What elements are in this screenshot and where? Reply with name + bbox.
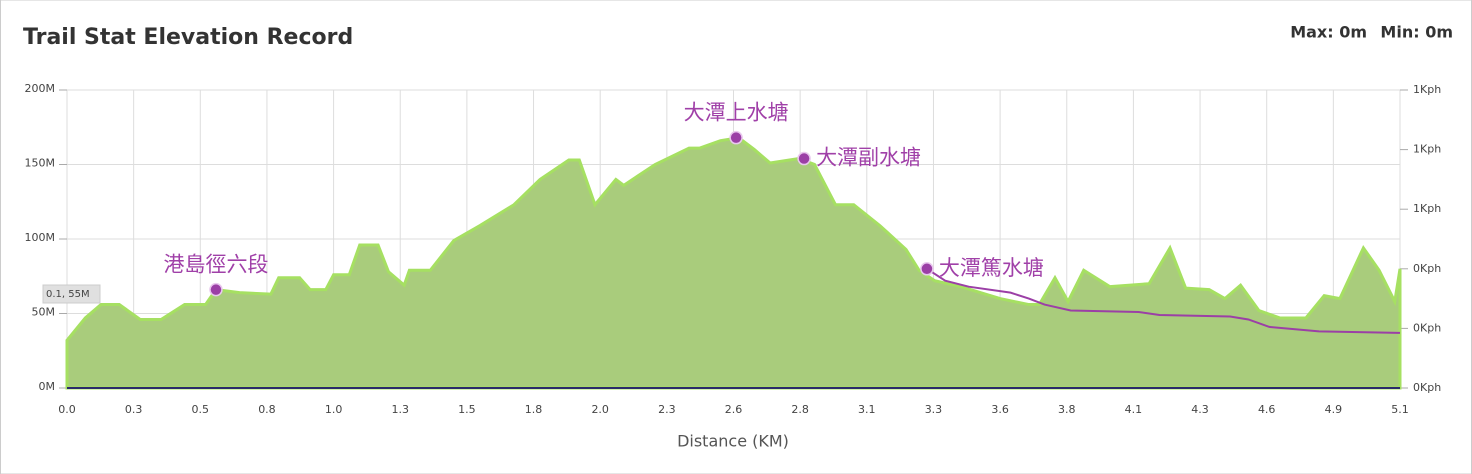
y2-tick-label: 1Kph <box>1413 202 1441 215</box>
y2-tick-label: 0Kph <box>1413 321 1441 334</box>
min-label: Min: 0m <box>1380 23 1453 42</box>
x-tick-label: 2.8 <box>791 403 809 416</box>
annotation-label: 大潭上水塘 <box>684 101 789 125</box>
x-tick-label: 4.9 <box>1325 403 1343 416</box>
y-tick-label: 200M <box>25 82 56 95</box>
y-tick-label: 0M <box>39 380 56 393</box>
y2-tick-label: 1Kph <box>1413 143 1441 156</box>
annotation-label: 港島徑六段 <box>163 253 268 277</box>
y-tick-label: 50M <box>32 306 56 319</box>
x-tick-label: 2.6 <box>725 403 743 416</box>
cursor-label: 0.1, 55M <box>46 289 90 300</box>
x-tick-label: 3.1 <box>858 403 876 416</box>
x-tick-label: 4.1 <box>1125 403 1143 416</box>
max-label: Max: 0m <box>1290 23 1367 42</box>
annotation-point <box>797 151 811 166</box>
x-tick-label: 0.8 <box>258 403 276 416</box>
y2-tick-label: 0Kph <box>1413 262 1441 275</box>
cursor-box <box>42 284 101 304</box>
y-tick-label: 100M <box>25 231 56 244</box>
x-tick-label: 3.6 <box>991 403 1009 416</box>
x-tick-label: 1.8 <box>525 403 543 416</box>
x-tick-label: 3.3 <box>925 403 943 416</box>
annotation-point <box>729 130 743 145</box>
y2-tick-label: 0Kph <box>1413 381 1441 394</box>
y2-tick-label: 1Kph <box>1413 83 1441 96</box>
x-tick-label: 3.8 <box>1058 403 1076 416</box>
x-tick-label: 4.3 <box>1191 403 1209 416</box>
x-tick-label: 2.3 <box>658 403 676 416</box>
x-tick-label: 0.5 <box>192 403 210 416</box>
annotation-label: 大潭副水塘 <box>816 146 921 170</box>
x-tick-label: 1.0 <box>325 403 343 416</box>
x-axis-title: Distance (KM) <box>677 432 789 451</box>
annotation-point <box>209 282 223 297</box>
x-tick-label: 5.1 <box>1391 403 1409 416</box>
x-tick-label: 2.0 <box>591 403 609 416</box>
annotation-point <box>920 262 934 276</box>
annotation-label: 大潭篤水塘 <box>939 256 1044 280</box>
x-tick-label: 1.3 <box>392 403 410 416</box>
speed-line <box>926 267 1401 334</box>
x-tick-label: 4.6 <box>1258 403 1276 416</box>
x-tick-label: 0.3 <box>125 403 143 416</box>
x-tick-label: 1.5 <box>458 403 476 416</box>
y-tick-label: 150M <box>25 157 56 170</box>
x-tick-label: 0.0 <box>58 403 76 416</box>
chart-title: Trail Stat Elevation Record <box>23 25 353 50</box>
